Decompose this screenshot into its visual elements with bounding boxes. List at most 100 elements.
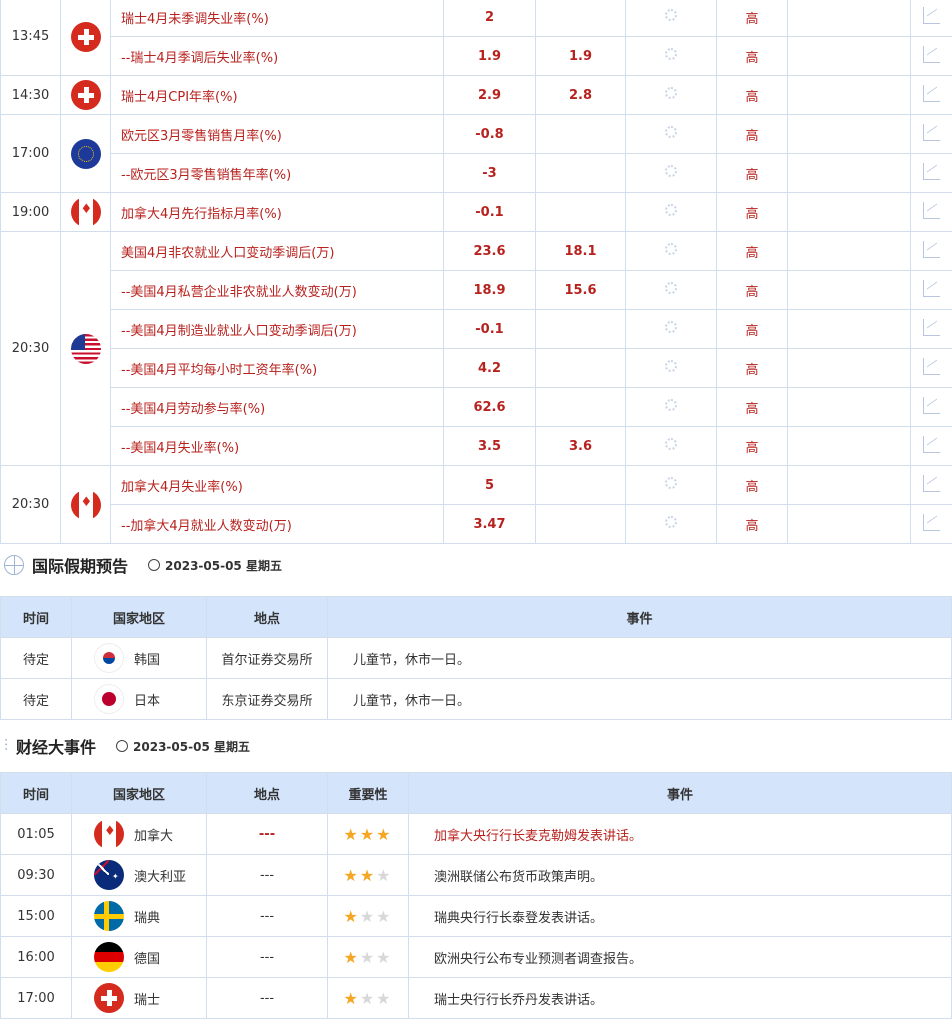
chart-cell[interactable] — [911, 193, 952, 232]
chart-cell[interactable] — [911, 76, 952, 115]
loading-spinner-icon — [665, 243, 677, 255]
event-row: 01:05 ♦加拿大 --- ★★★ 加拿大央行行长麦克勒姆发表讲话。 — [1, 814, 952, 855]
star-filled-icon: ★ — [343, 907, 359, 926]
country-cell: 德国 — [72, 937, 207, 978]
chart-icon[interactable] — [923, 397, 940, 414]
loading-spinner-icon — [665, 321, 677, 333]
indicator-name[interactable]: 美国4月非农就业人口变动季调后(万) — [111, 232, 444, 271]
chart-icon[interactable] — [923, 124, 940, 141]
chart-cell[interactable] — [911, 466, 952, 505]
star-empty-icon: ★ — [376, 907, 392, 926]
empty-cell — [788, 271, 911, 310]
loading-spinner-icon — [665, 204, 677, 216]
chart-cell[interactable] — [911, 505, 952, 544]
actual-value: -0.1 — [444, 310, 536, 349]
loading-spinner-icon — [665, 282, 677, 294]
indicator-name[interactable]: 加拿大4月失业率(%) — [111, 466, 444, 505]
chart-cell[interactable] — [911, 154, 952, 193]
loading-spinner-icon — [665, 9, 677, 21]
flag-cell — [61, 232, 111, 466]
chart-icon[interactable] — [923, 319, 940, 336]
time-cell: 待定 — [1, 679, 72, 720]
indicator-name[interactable]: --欧元区3月零售销售年率(%) — [111, 154, 444, 193]
germany-flag-icon — [94, 942, 124, 972]
chart-cell[interactable] — [911, 0, 952, 37]
chart-icon[interactable] — [923, 7, 940, 24]
loading-cell — [626, 271, 717, 310]
actual-value: -0.1 — [444, 193, 536, 232]
importance: 高 — [717, 505, 788, 544]
korea-flag-icon — [94, 643, 124, 673]
chart-icon[interactable] — [923, 241, 940, 258]
importance: 高 — [717, 310, 788, 349]
empty-cell — [788, 505, 911, 544]
chart-icon[interactable] — [923, 46, 940, 63]
chart-cell[interactable] — [911, 37, 952, 76]
japan-flag-icon — [94, 684, 124, 714]
star-empty-icon: ★ — [376, 948, 392, 967]
switzerland-flag-icon — [71, 22, 101, 52]
chart-icon[interactable] — [923, 280, 940, 297]
importance: 高 — [717, 271, 788, 310]
star-empty-icon: ★ — [360, 989, 376, 1008]
chart-icon[interactable] — [923, 85, 940, 102]
indicator-name[interactable]: --瑞士4月季调后失业率(%) — [111, 37, 444, 76]
event-row: 15:00 瑞典 --- ★★★ 瑞典央行行长泰登发表讲话。 — [1, 896, 952, 937]
loading-spinner-icon — [665, 48, 677, 60]
indicator-name[interactable]: 欧元区3月零售销售月率(%) — [111, 115, 444, 154]
loading-spinner-icon — [665, 360, 677, 372]
holiday-date: 2023-05-05 星期五 — [148, 557, 282, 574]
chart-cell[interactable] — [911, 271, 952, 310]
chart-cell[interactable] — [911, 115, 952, 154]
loading-cell — [626, 76, 717, 115]
col-country: 国家地区 — [72, 773, 207, 814]
indicator-name[interactable]: --美国4月制造业就业人口变动季调后(万) — [111, 310, 444, 349]
indicator-name[interactable]: --美国4月劳动参与率(%) — [111, 388, 444, 427]
chart-icon[interactable] — [923, 358, 940, 375]
chart-cell[interactable] — [911, 232, 952, 271]
place-cell: --- — [207, 937, 328, 978]
actual-value: 2 — [444, 0, 536, 37]
chart-cell[interactable] — [911, 349, 952, 388]
canada-flag-icon: ♦ — [71, 197, 101, 227]
chart-cell[interactable] — [911, 388, 952, 427]
holiday-row: 待定 韩国 首尔证券交易所 儿童节，休市一日。 — [1, 638, 952, 679]
importance-stars: ★★★ — [328, 978, 409, 1019]
forecast-value — [536, 193, 626, 232]
importance-stars: ★★★ — [328, 855, 409, 896]
chart-cell[interactable] — [911, 310, 952, 349]
star-empty-icon: ★ — [376, 989, 392, 1008]
chart-icon[interactable] — [923, 163, 940, 180]
forecast-value: 1.9 — [536, 37, 626, 76]
chart-icon[interactable] — [923, 202, 940, 219]
loading-spinner-icon — [665, 477, 677, 489]
star-empty-icon: ★ — [360, 907, 376, 926]
australia-flag-icon: ✦ — [94, 860, 124, 890]
events-table: 时间 国家地区 地点 重要性 事件 01:05 ♦加拿大 --- ★★★ 加拿大… — [0, 772, 952, 1019]
time-cell: 01:05 — [1, 814, 72, 855]
indicator-name[interactable]: 瑞士4月未季调失业率(%) — [111, 0, 444, 37]
chart-cell[interactable] — [911, 427, 952, 466]
indicator-name[interactable]: --美国4月失业率(%) — [111, 427, 444, 466]
time-cell: 16:00 — [1, 937, 72, 978]
indicator-name[interactable]: --美国4月私营企业非农就业人数变动(万) — [111, 271, 444, 310]
indicator-name[interactable]: 瑞士4月CPI年率(%) — [111, 76, 444, 115]
loading-cell — [626, 310, 717, 349]
country-cell: 瑞典 — [72, 896, 207, 937]
country-name: 瑞典 — [134, 907, 160, 926]
loading-cell — [626, 37, 717, 76]
indicator-name[interactable]: --加拿大4月就业人数变动(万) — [111, 505, 444, 544]
loading-cell — [626, 154, 717, 193]
indicator-name[interactable]: --美国4月平均每小时工资年率(%) — [111, 349, 444, 388]
sweden-flag-icon — [94, 901, 124, 931]
time-cell: 17:00 — [1, 978, 72, 1019]
chart-icon[interactable] — [923, 514, 940, 531]
chart-icon[interactable] — [923, 436, 940, 453]
col-importance: 重要性 — [328, 773, 409, 814]
empty-cell — [788, 154, 911, 193]
star-filled-icon: ★ — [360, 866, 376, 885]
indicator-name[interactable]: 加拿大4月先行指标月率(%) — [111, 193, 444, 232]
forecast-value — [536, 388, 626, 427]
chart-icon[interactable] — [923, 475, 940, 492]
